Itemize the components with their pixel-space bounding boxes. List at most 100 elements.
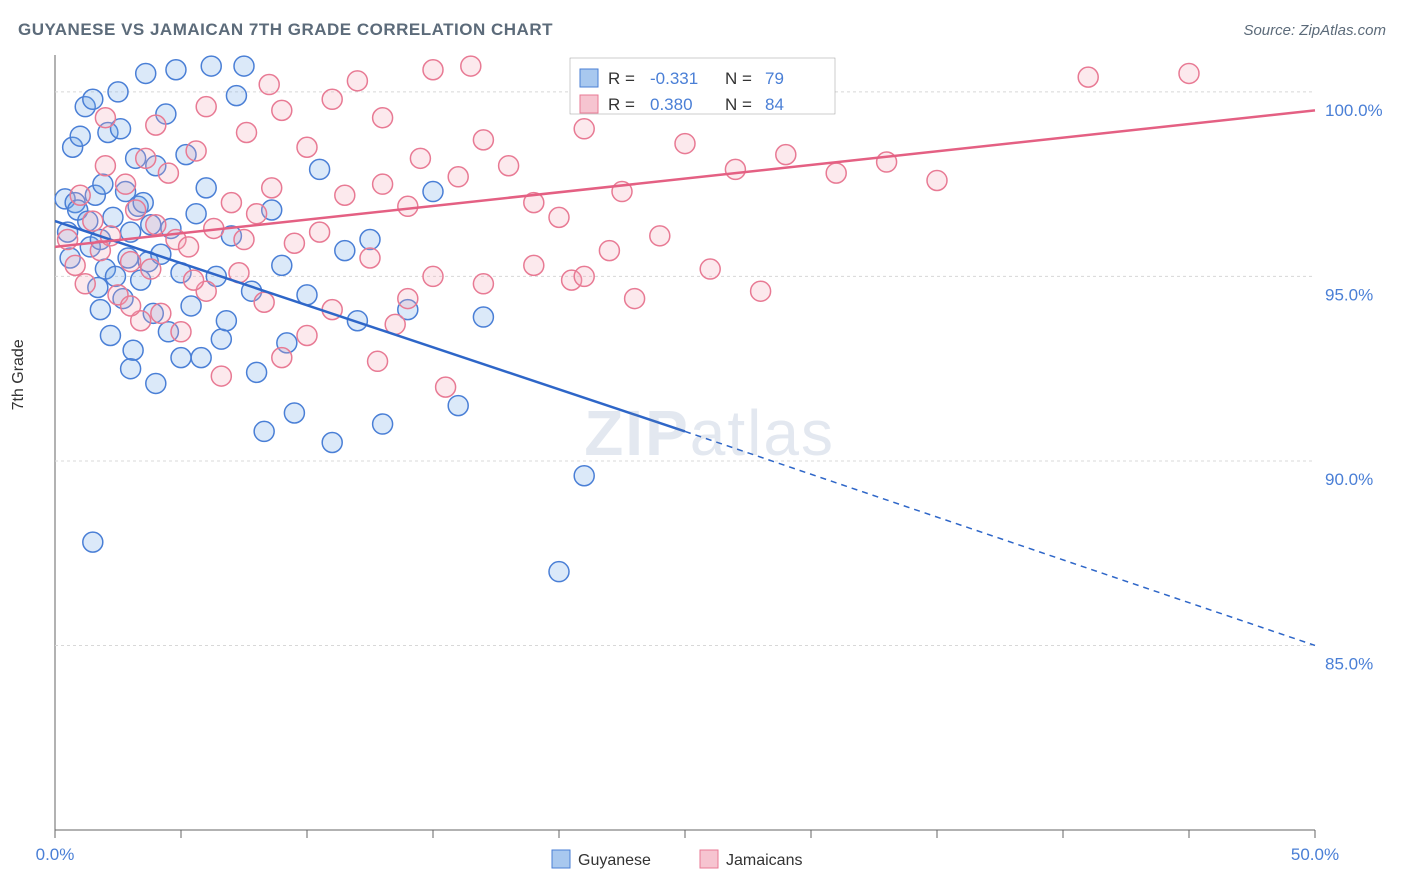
scatter-point [196,178,216,198]
scatter-point [272,100,292,120]
scatter-point [1078,67,1098,87]
scatter-point [146,215,166,235]
scatter-point [105,266,125,286]
scatter-point [373,174,393,194]
scatter-point [284,233,304,253]
scatter-point [262,178,282,198]
legend-r-label: R = [608,69,635,88]
scatter-point [473,307,493,327]
scatter-point [151,303,171,323]
scatter-point [70,185,90,205]
legend-r-value: 0.380 [650,95,693,114]
scatter-point [322,89,342,109]
legend-r-label: R = [608,95,635,114]
scatter-point [625,289,645,309]
scatter-point [297,325,317,345]
scatter-point [141,259,161,279]
scatter-point [310,159,330,179]
scatter-point [95,156,115,176]
scatter-point [121,359,141,379]
scatter-point [254,292,274,312]
scatter-point [675,134,695,154]
y-axis-label: 7th Grade [10,339,28,410]
scatter-point [136,148,156,168]
scatter-point [360,230,380,250]
scatter-point [121,296,141,316]
legend-n-label: N = [725,95,752,114]
legend-r-value: -0.331 [650,69,698,88]
scatter-point [146,373,166,393]
scatter-point [171,348,191,368]
scatter-point [191,348,211,368]
scatter-point [211,329,231,349]
scatter-point [75,274,95,294]
scatter-point [181,296,201,316]
scatter-point [254,421,274,441]
scatter-point [90,300,110,320]
scatter-point [196,97,216,117]
scatter-point [166,60,186,80]
scatter-point [126,200,146,220]
scatter-point [234,56,254,76]
scatter-point [297,137,317,157]
scatter-point [108,82,128,102]
scatter-point [650,226,670,246]
scatter-point [499,156,519,176]
scatter-point [201,56,221,76]
scatter-point [70,126,90,146]
x-tick-label: 50.0% [1291,845,1339,864]
scatter-point [423,266,443,286]
scatter-point [398,289,418,309]
scatter-point [186,141,206,161]
scatter-point [184,270,204,290]
scatter-point [103,207,123,227]
scatter-point [100,325,120,345]
legend-swatch [580,95,598,113]
scatter-point [272,348,292,368]
scatter-point [310,222,330,242]
scatter-point [123,340,143,360]
scatter-point [360,248,380,268]
scatter-point [65,255,85,275]
x-tick-label: 0.0% [36,845,75,864]
legend-n-label: N = [725,69,752,88]
scatter-point [473,274,493,294]
chart-title: GUYANESE VS JAMAICAN 7TH GRADE CORRELATI… [18,20,553,40]
legend-n-value: 79 [765,69,784,88]
scatter-point [83,211,103,231]
scatter-point [574,266,594,286]
scatter-point [398,196,418,216]
scatter-point [226,86,246,106]
scatter-point [473,130,493,150]
scatter-point [423,60,443,80]
scatter-point [211,366,231,386]
y-tick-label: 100.0% [1325,101,1383,120]
legend-series-label: Jamaicans [726,852,802,869]
scatter-point [599,241,619,261]
chart-container: GUYANESE VS JAMAICAN 7TH GRADE CORRELATI… [0,0,1406,892]
scatter-point [927,170,947,190]
scatter-point [461,56,481,76]
scatter-point [335,241,355,261]
scatter-point [237,123,257,143]
scatter-point [524,255,544,275]
scatter-point [234,230,254,250]
y-tick-label: 90.0% [1325,470,1373,489]
y-tick-label: 85.0% [1325,654,1373,673]
scatter-point [368,351,388,371]
scatter-point [179,237,199,257]
legend-series-label: Guyanese [578,852,651,869]
scatter-point [116,174,136,194]
scatter-point [574,466,594,486]
source-label: Source: ZipAtlas.com [1243,22,1386,39]
scatter-point [83,89,103,109]
scatter-point [423,182,443,202]
scatter-point [700,259,720,279]
scatter-point [272,255,292,275]
scatter-point [221,193,241,213]
scatter-point [448,396,468,416]
scatter-point [776,145,796,165]
scatter-point [1179,63,1199,83]
scatter-point [95,108,115,128]
scatter-point [373,414,393,434]
